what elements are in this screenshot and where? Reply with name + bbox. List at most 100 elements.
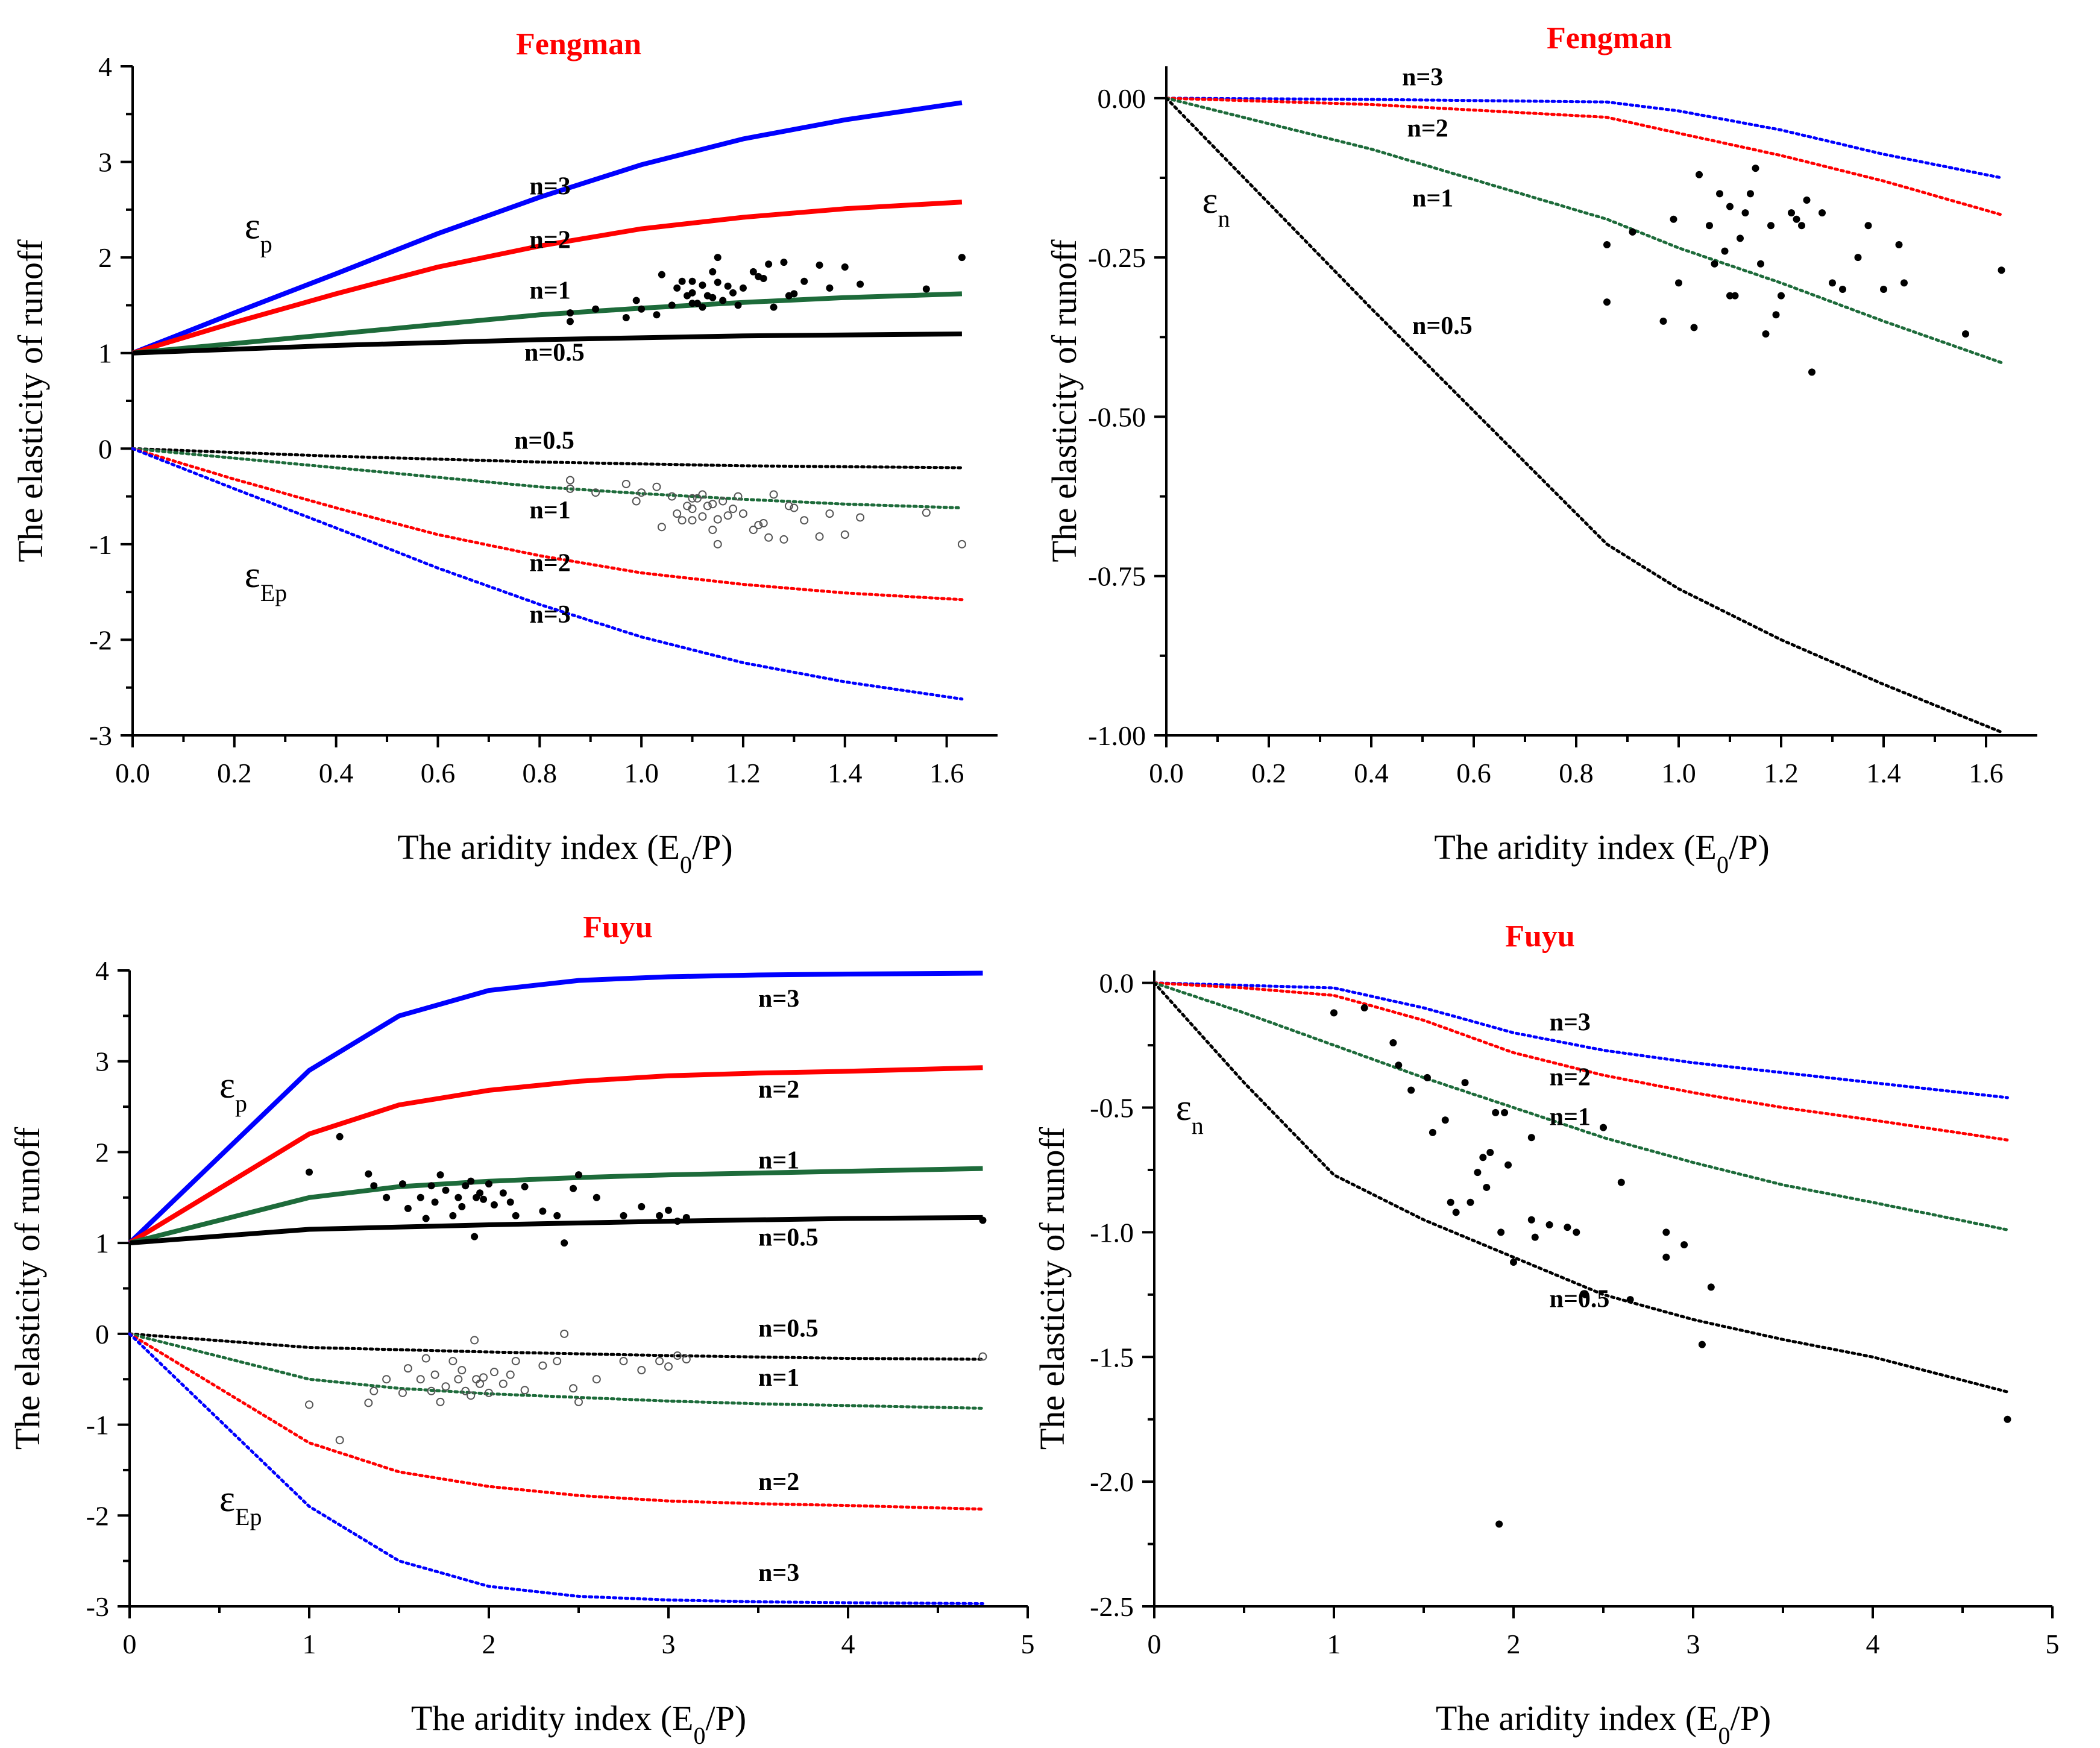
chart0-scatter-point	[841, 263, 849, 271]
chart2-scatter-point	[430, 1370, 439, 1379]
chart2-scatter-point	[422, 1215, 430, 1222]
chart2-scatter-point	[436, 1397, 445, 1406]
chart3-y-tick-label: -1.0	[1090, 1217, 1134, 1248]
chart3-series-label: n=1	[1550, 1104, 1591, 1131]
chart2-scatter-point	[431, 1198, 439, 1206]
chart2-scatter-point	[305, 1400, 313, 1409]
chart0-scatter-point	[565, 484, 574, 493]
chart0-scatter-point	[958, 254, 966, 262]
chart3-scatter-point	[1467, 1198, 1474, 1206]
chart3-scatter-point	[1486, 1149, 1494, 1157]
chart1-x-tick-label: 1.0	[1661, 758, 1696, 788]
chart3-scatter-point	[1600, 1124, 1607, 1131]
chart0-scatter-point	[718, 497, 728, 506]
chart1-scatter-point	[1803, 196, 1811, 204]
chart1-x-tick-label: 0.0	[1149, 758, 1184, 788]
chart0-scatter-point	[699, 303, 706, 311]
chart2-scatter-point	[457, 1366, 467, 1375]
chart2-scatter-point	[499, 1189, 507, 1197]
chart2-scatter-point	[476, 1189, 484, 1197]
chart2-scatter-point	[398, 1180, 406, 1188]
chart0-scatter-point	[667, 492, 676, 501]
chart0-scatter-point	[657, 523, 666, 532]
chart1-scatter-point	[1659, 317, 1667, 325]
chart0-scatter-point	[708, 526, 717, 535]
chart3-scatter-point	[1423, 1074, 1431, 1081]
chart1-scatter-point	[1721, 247, 1729, 255]
chart0-series-n3-dotted	[131, 447, 964, 701]
chart1-scatter-point	[1726, 203, 1734, 210]
chart1-y-tick-label: -0.50	[1088, 401, 1146, 432]
chart2-scatter-point	[441, 1382, 450, 1391]
chart0-scatter-point	[688, 300, 696, 307]
chart1-scatter-point	[1675, 279, 1682, 287]
chart2-scatter-point	[404, 1204, 412, 1212]
chart0-y-tick-label: 1	[98, 338, 112, 369]
chart2-scatter-point	[506, 1370, 515, 1379]
chart0-scatter-point	[709, 268, 717, 275]
chart3-x-axis-title: The aridity index (E0/P)	[1436, 1699, 1771, 1748]
chart2-y-tick-label: 2	[95, 1137, 109, 1168]
chart0-y-axis-title: The elasticity of runoff	[11, 239, 50, 562]
chart0-scatter-point	[637, 488, 646, 497]
chart3-scatter-point	[1452, 1209, 1460, 1216]
chart3-scatter-point	[1495, 1520, 1503, 1528]
chart0-series-label: n=0.5	[524, 339, 585, 366]
chart3-scatter-point	[1497, 1228, 1505, 1236]
chart0-scatter-point	[840, 530, 849, 539]
chart2-scatter-point	[480, 1195, 488, 1203]
chart0-series-n1-solid	[132, 291, 963, 356]
chart2-scatter-point	[620, 1212, 627, 1219]
chart0-y-tick-label: -1	[89, 529, 112, 560]
chart0-series-n05-solid	[132, 332, 962, 356]
chart1-series-label: n=0.5	[1412, 312, 1473, 340]
chart3-scatter-point	[1626, 1296, 1634, 1304]
chart3-scatter-point	[1531, 1233, 1539, 1241]
chart2-scatter-point	[421, 1354, 430, 1363]
chart2-scatter-point	[462, 1182, 470, 1190]
chart1-scatter-point	[1731, 292, 1739, 300]
chart2-scatter-point	[593, 1193, 600, 1201]
chart3-scatter-point	[2004, 1415, 2011, 1423]
chart3-scatter-point	[1707, 1283, 1715, 1291]
chart2-series-label: n=1	[758, 1147, 799, 1175]
chart0-scatter-point	[800, 277, 808, 285]
panel-fuyu-elasticity-n: Fuyu 0 1 2 3 4 5 -2.5 -2.0 -1.5 -1.0 -0.5 0.0 The ari…	[1033, 919, 2060, 1748]
chart1-scatter-point	[1900, 279, 1908, 287]
chart2-scatter-point	[592, 1375, 601, 1384]
chart2-scatter-point	[511, 1357, 520, 1366]
chart0-scatter-point	[632, 297, 640, 304]
chart2-scatter-point	[560, 1329, 569, 1338]
chart2-scatter-point	[570, 1184, 577, 1192]
chart2-scatter-point	[665, 1206, 672, 1214]
chart2-scatter-point	[436, 1171, 444, 1179]
chart1-scatter-point	[1752, 165, 1759, 172]
chart3-scatter-point	[1510, 1259, 1517, 1266]
chart0-scatter-point	[738, 509, 747, 518]
chart0-scatter-point	[565, 476, 574, 485]
chart3-scatter-point	[1483, 1183, 1491, 1191]
chart1-scatter-point	[1819, 209, 1826, 217]
chart2-series-n2-dotted	[128, 1332, 984, 1511]
chart2-scatter-point	[521, 1183, 529, 1190]
chart0-series-label: n=2	[529, 549, 570, 577]
chart3-x-tick-label: 5	[2046, 1629, 2060, 1659]
chart1-series-label: n=2	[1407, 115, 1448, 142]
chart1-scatter-point	[1737, 234, 1744, 242]
chart2-scatter-point	[427, 1386, 436, 1395]
chart0-x-axis-title: The aridity index (E0/P)	[397, 828, 732, 878]
chart0-scatter-point	[857, 280, 864, 288]
chart2-scatter-point	[454, 1193, 462, 1201]
chart0-scatter-point	[688, 516, 697, 525]
chart2-scatter-point	[416, 1375, 425, 1384]
chart0-scatter-point	[734, 301, 742, 309]
chart2-scatter-point	[335, 1436, 344, 1445]
chart3-scatter-point	[1582, 1291, 1589, 1298]
chart1-series-label: n=1	[1412, 185, 1453, 213]
chart2-scatter-point	[655, 1357, 664, 1366]
chart0-scatter-point	[677, 516, 687, 525]
chart0-series-label: n=0.5	[514, 427, 574, 454]
chart3-scatter-point	[1395, 1061, 1403, 1069]
chart0-series-n3-solid	[131, 100, 963, 356]
chart2-x-tick-label: 4	[841, 1629, 855, 1659]
